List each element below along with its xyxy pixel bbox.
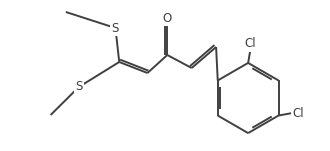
Text: Cl: Cl: [292, 106, 304, 120]
Text: O: O: [163, 11, 172, 24]
Text: S: S: [112, 21, 119, 34]
Text: Cl: Cl: [245, 37, 256, 50]
Text: S: S: [75, 80, 82, 93]
